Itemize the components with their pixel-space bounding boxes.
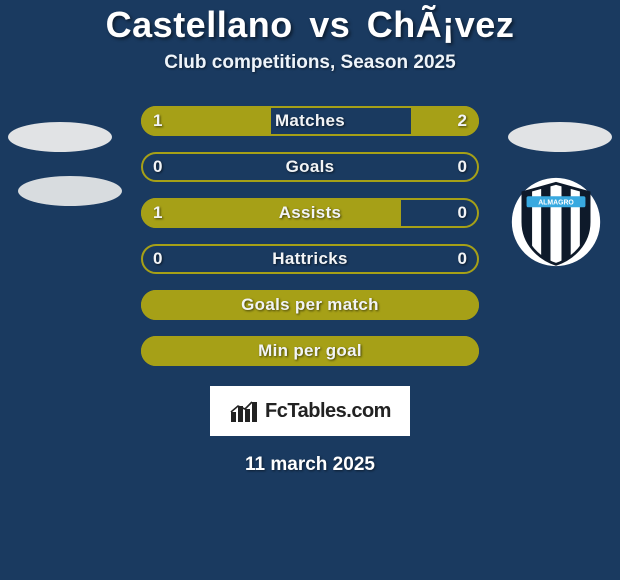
stat-label: Matches	[141, 106, 479, 136]
stat-value-right: 0	[458, 244, 467, 274]
stat-value-left: 1	[153, 198, 162, 228]
avatar-placeholder-right-1	[508, 122, 612, 152]
stat-row: Matches1 2	[141, 106, 479, 136]
logo-text: FcTables.com	[265, 400, 391, 423]
avatar-placeholder-left-2	[18, 176, 122, 206]
stat-value-right: 0	[458, 152, 467, 182]
shield-icon: ALMAGRO	[510, 176, 602, 268]
player2-name: ChÃ¡vez	[367, 4, 515, 45]
logo-box: FcTables.com	[210, 386, 410, 436]
avatar-placeholder-left-1	[8, 122, 112, 152]
stat-label: Assists	[141, 198, 479, 228]
stat-row: Min per goal	[141, 336, 479, 366]
stat-label: Goals per match	[141, 290, 479, 320]
stat-value-left: 1	[153, 106, 162, 136]
stat-row: Hattricks0 0	[141, 244, 479, 274]
player1-name: Castellano	[106, 4, 293, 45]
badge-label: ALMAGRO	[538, 200, 574, 207]
stat-label: Goals	[141, 152, 479, 182]
date-label: 11 march 2025	[0, 454, 620, 476]
page-title: Castellano vs ChÃ¡vez	[0, 4, 620, 46]
stat-value-left: 0	[153, 152, 162, 182]
stat-label: Min per goal	[141, 336, 479, 366]
stat-value-right: 0	[458, 198, 467, 228]
stat-label: Hattricks	[141, 244, 479, 274]
vs-label: vs	[309, 4, 350, 45]
stat-bars: Matches12Goals00Assists10Hattricks00Goal…	[141, 106, 479, 366]
bar-chart-icon	[229, 398, 259, 424]
stat-value-right: 2	[458, 106, 467, 136]
stat-row: Goals0 0	[141, 152, 479, 182]
comparison-card: Castellano vs ChÃ¡vez Club competitions,…	[0, 0, 620, 580]
stat-row: Goals per match	[141, 290, 479, 320]
stat-row: Assists1 0	[141, 198, 479, 228]
club-badge: ALMAGRO	[510, 176, 602, 268]
subtitle: Club competitions, Season 2025	[0, 52, 620, 74]
stat-value-left: 0	[153, 244, 162, 274]
